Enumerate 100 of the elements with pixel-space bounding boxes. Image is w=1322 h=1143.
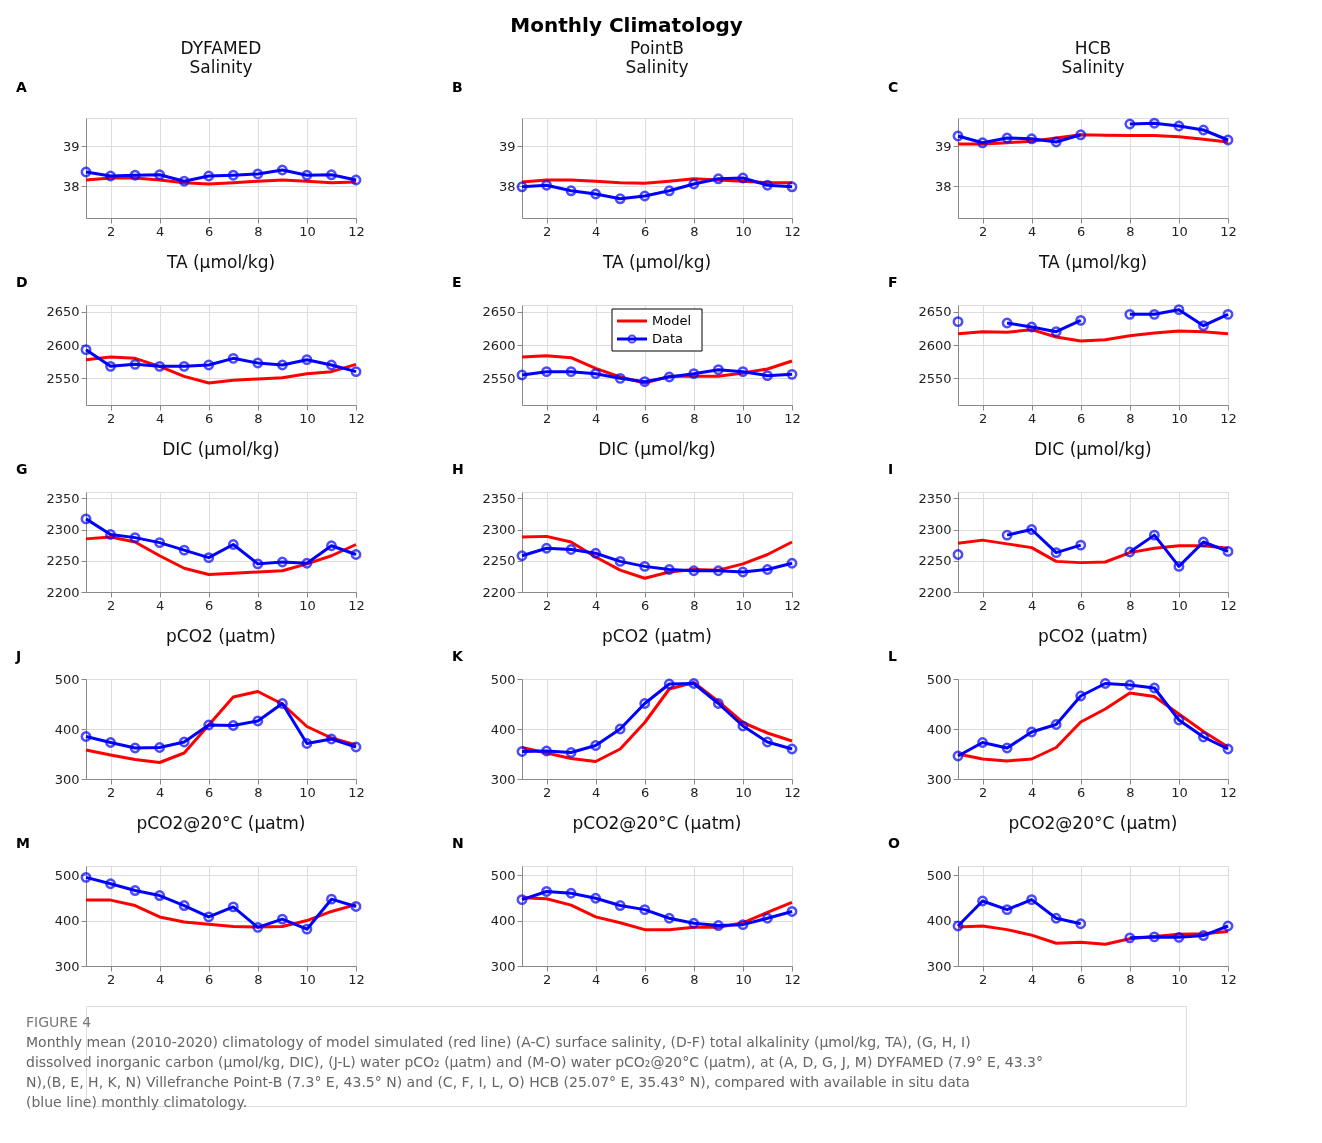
point xyxy=(1198,124,1209,136)
point xyxy=(326,540,337,552)
y-tick-label: 300 xyxy=(490,958,516,974)
y-tick-label: 2250 xyxy=(482,553,516,569)
text: A xyxy=(16,79,27,95)
x-tick-label: 6 xyxy=(205,597,214,613)
point xyxy=(1050,547,1062,559)
x-tick-label: 4 xyxy=(592,597,601,613)
y-tick-label: 300 xyxy=(490,771,516,787)
x-tick-label: 6 xyxy=(205,223,214,239)
point xyxy=(1198,731,1209,743)
x-tick-label: 8 xyxy=(1126,971,1135,987)
point xyxy=(301,738,313,749)
x-tick-label: 8 xyxy=(254,971,263,987)
text: F xyxy=(888,274,898,290)
y-tick-label: 500 xyxy=(490,671,516,687)
text: G xyxy=(16,461,28,477)
y-tick-label: 400 xyxy=(926,721,952,737)
point xyxy=(326,169,337,181)
y-tick-label: 2350 xyxy=(918,490,952,506)
point xyxy=(203,911,215,923)
point xyxy=(590,740,602,751)
x-tick-label: 2 xyxy=(106,971,116,987)
point xyxy=(252,715,264,727)
point xyxy=(590,547,602,559)
x-tick-label: 6 xyxy=(205,410,214,426)
x-tick-label: 8 xyxy=(690,971,699,987)
x-tick-label: 8 xyxy=(254,223,263,239)
x-tick-label: 4 xyxy=(592,971,601,987)
point xyxy=(1198,930,1209,941)
point xyxy=(154,360,166,372)
point xyxy=(227,901,239,913)
point xyxy=(541,366,552,378)
point xyxy=(663,185,675,197)
point xyxy=(590,892,602,904)
point xyxy=(663,912,675,924)
y-tick-label: 2200 xyxy=(918,584,952,600)
point xyxy=(639,904,651,916)
chart-title: pCO2 (μatm) xyxy=(166,626,276,646)
point xyxy=(1173,120,1185,132)
x-tick-label: 2 xyxy=(542,971,552,987)
text: L xyxy=(888,648,897,664)
chart-title: PointB Salinity xyxy=(625,38,689,77)
x-tick-label: 12 xyxy=(784,784,801,800)
point xyxy=(1124,932,1136,944)
point xyxy=(276,164,288,176)
point xyxy=(301,557,313,569)
y-tick-label: 400 xyxy=(926,913,952,929)
x-tick-label: 12 xyxy=(348,971,365,987)
point xyxy=(154,169,166,181)
point xyxy=(541,745,552,757)
y-tick-label: 300 xyxy=(926,771,952,787)
point xyxy=(129,358,141,370)
y-tick-label: 2550 xyxy=(918,370,952,386)
point xyxy=(252,921,264,933)
legend-label: Model xyxy=(652,313,692,328)
x-tick-label: 2 xyxy=(542,597,552,613)
y-tick-label: 400 xyxy=(54,913,80,929)
x-tick-label: 4 xyxy=(156,784,165,800)
point xyxy=(1173,714,1185,726)
point xyxy=(129,885,141,896)
x-tick-label: 2 xyxy=(106,784,116,800)
point xyxy=(1148,308,1160,320)
y-tick-label: 2600 xyxy=(918,337,952,353)
point xyxy=(276,556,288,568)
x-tick-label: 2 xyxy=(542,223,552,239)
point xyxy=(276,698,288,709)
point xyxy=(1050,719,1062,730)
line-series xyxy=(956,328,1230,343)
x-tick-label: 4 xyxy=(1028,597,1037,613)
point xyxy=(639,190,651,202)
chart-title: pCO2 (μatm) xyxy=(1038,626,1148,646)
point xyxy=(712,920,724,931)
x-tick-label: 4 xyxy=(592,223,601,239)
point xyxy=(541,542,552,554)
point xyxy=(737,172,749,184)
text: H xyxy=(452,461,464,477)
point xyxy=(252,357,264,369)
y-tick-label: 2250 xyxy=(918,553,952,569)
x-tick-label: 2 xyxy=(106,410,116,426)
point xyxy=(1075,918,1087,930)
chart-title: DIC (μmol/kg) xyxy=(162,439,280,459)
x-tick-label: 10 xyxy=(299,410,316,426)
point xyxy=(1173,304,1185,316)
point xyxy=(1001,742,1013,754)
point xyxy=(614,193,626,205)
point xyxy=(614,372,626,384)
point xyxy=(565,366,577,378)
point xyxy=(590,368,602,380)
x-tick-label: 12 xyxy=(1220,597,1237,613)
point xyxy=(1075,314,1087,326)
point xyxy=(639,376,651,388)
x-tick-label: 10 xyxy=(735,784,752,800)
point xyxy=(712,173,724,185)
chart-title: pCO2@20°C (μatm) xyxy=(1008,813,1178,833)
point xyxy=(154,537,166,549)
x-tick-label: 10 xyxy=(1171,410,1188,426)
x-tick-label: 10 xyxy=(735,971,752,987)
text: J xyxy=(15,648,22,664)
point xyxy=(614,723,626,735)
